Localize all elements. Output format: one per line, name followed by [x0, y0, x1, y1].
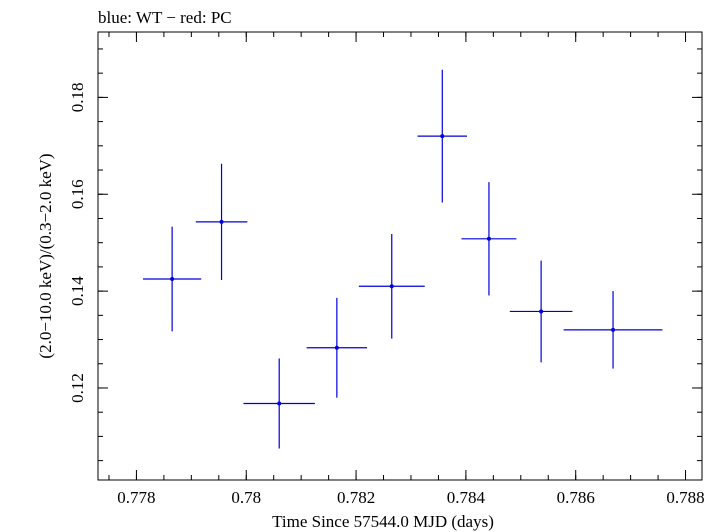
point-marker: [539, 309, 544, 314]
y-tick-label: 0.16: [68, 179, 87, 209]
y-tick-label: 0.12: [68, 373, 87, 403]
x-axis-label: Time Since 57544.0 MJD (days): [272, 512, 494, 531]
data-point: [563, 291, 663, 369]
x-tick-label: 0.784: [447, 488, 486, 507]
x-tick-label: 0.788: [666, 488, 704, 507]
y-axis-label: (2.0−10.0 keV)/(0.3−2.0 keV): [36, 153, 55, 358]
data-point: [143, 226, 202, 332]
data-point: [461, 182, 517, 296]
point-marker: [486, 236, 491, 241]
data-point: [306, 297, 368, 398]
point-marker: [334, 345, 339, 350]
y-tick-label: 0.18: [68, 83, 87, 113]
point-marker: [440, 134, 445, 139]
x-tick-label: 0.786: [557, 488, 595, 507]
point-marker: [277, 401, 282, 406]
y-tick-label: 0.14: [68, 276, 87, 306]
x-tick-label: 0.782: [337, 488, 375, 507]
point-marker: [170, 277, 175, 282]
x-tick-label: 0.78: [231, 488, 261, 507]
data-point: [243, 358, 315, 449]
point-marker: [611, 327, 616, 332]
plot-frame: [97, 31, 703, 481]
data-point: [509, 260, 573, 363]
data-point: [417, 69, 467, 203]
chart-title: blue: WT − red: PC: [98, 8, 232, 27]
data-point: [195, 163, 248, 280]
point-marker: [389, 284, 394, 289]
axis-tick-labels: 0.778 0.78 0.782 0.784 0.786 0.788 0.12 0.14 0.1…: [68, 83, 705, 507]
axis-ticks: [98, 32, 702, 480]
data-point: [358, 233, 425, 339]
x-tick-label: 0.778: [117, 488, 155, 507]
point-marker: [219, 219, 224, 224]
data-points: [143, 69, 663, 449]
